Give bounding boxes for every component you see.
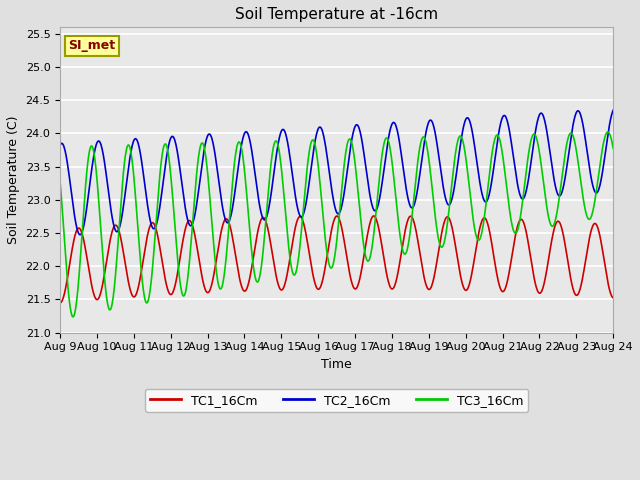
TC1_16Cm — [370, 213, 378, 219]
TC3_16Cm — [280, 197, 288, 203]
TC1_16Cm — [56, 300, 64, 306]
Y-axis label: Soil Temperature (C): Soil Temperature (C) — [7, 116, 20, 244]
Legend: TC1_16Cm, TC2_16Cm, TC3_16Cm: TC1_16Cm, TC2_16Cm, TC3_16Cm — [145, 389, 528, 412]
TC1_16Cm — [498, 288, 506, 294]
TC1_16Cm — [609, 295, 617, 300]
TC1_16Cm — [113, 223, 120, 228]
Text: SI_met: SI_met — [68, 39, 115, 52]
Line: TC1_16Cm: TC1_16Cm — [60, 216, 613, 303]
TC1_16Cm — [300, 221, 308, 227]
TC3_16Cm — [488, 151, 496, 156]
TC2_16Cm — [280, 128, 288, 133]
TC2_16Cm — [436, 166, 444, 171]
TC3_16Cm — [300, 196, 308, 202]
X-axis label: Time: Time — [321, 358, 352, 371]
TC2_16Cm — [609, 107, 617, 113]
TC3_16Cm — [113, 252, 121, 258]
TC2_16Cm — [498, 116, 506, 121]
TC3_16Cm — [498, 148, 506, 154]
TC3_16Cm — [56, 179, 64, 184]
TC1_16Cm — [280, 284, 287, 290]
TC2_16Cm — [488, 177, 496, 182]
Title: Soil Temperature at -16cm: Soil Temperature at -16cm — [235, 7, 438, 22]
TC3_16Cm — [436, 243, 444, 249]
TC3_16Cm — [604, 129, 612, 135]
TC1_16Cm — [488, 242, 496, 248]
Line: TC3_16Cm: TC3_16Cm — [60, 132, 613, 317]
TC1_16Cm — [436, 237, 444, 242]
TC2_16Cm — [56, 142, 64, 148]
TC2_16Cm — [76, 232, 84, 238]
TC2_16Cm — [113, 229, 121, 235]
Line: TC2_16Cm: TC2_16Cm — [60, 110, 613, 235]
TC3_16Cm — [609, 145, 617, 151]
TC3_16Cm — [69, 314, 77, 320]
TC2_16Cm — [300, 208, 308, 214]
